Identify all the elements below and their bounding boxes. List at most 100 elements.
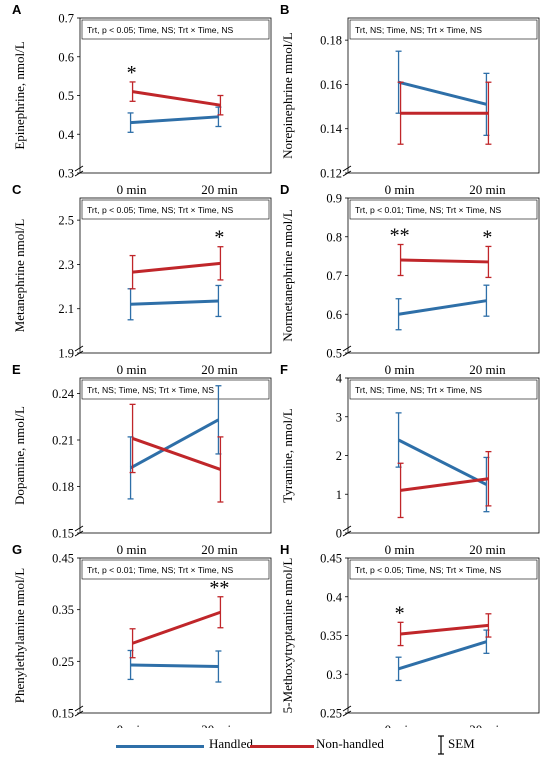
significance-mark-d-1: *: [482, 226, 492, 248]
axis-break-f: [342, 525, 352, 537]
stats-text-a: Trt, p < 0.05; Time, NS; Trt × Time, NS: [87, 25, 234, 35]
series-line-d-non-handled: [400, 258, 489, 264]
y-tick-label-f-3: 3: [336, 410, 342, 424]
stats-text-e: Trt, NS; Time, NS; Trt × Time, NS: [87, 385, 214, 395]
stats-text-g: Trt, p < 0.01; Time, NS; Trt × Time, NS: [87, 565, 234, 575]
plot-frame-d: [347, 197, 540, 354]
y-tick-label-e-1: 0.18: [52, 480, 74, 494]
plot-frame-a: [79, 17, 272, 174]
stats-box-e: [81, 379, 270, 400]
x-tick-label-b-0: 0 min: [385, 182, 415, 197]
y-tick-label-e-3: 0.24: [52, 387, 75, 401]
panel-f: F 0 1 2 3 4 0 min 20 min Tyramine, nmol/L Trt, NS…: [280, 362, 540, 557]
panel-letter-c: C: [12, 182, 22, 197]
x-tick-label-a-1: 20 min: [201, 182, 238, 197]
y-tick-label-a-0: 0.3: [58, 167, 74, 181]
y-tick-label-g-3: 0.45: [52, 552, 74, 566]
stats-text-h: Trt, p < 0.05; Time, NS; Trt × Time, NS: [355, 565, 502, 575]
y-tick-label-g-1: 0.25: [52, 655, 74, 669]
y-tick-label-h-4: 0.45: [320, 552, 342, 566]
x-tick-label-b-1: 20 min: [469, 182, 506, 197]
axis-break-g: [74, 705, 84, 717]
panel-letter-a: A: [12, 2, 22, 17]
series-line-a-non-handled: [132, 90, 221, 107]
y-tick-label-c-1: 2.1: [58, 302, 74, 316]
series-line-f-handled: [397, 438, 488, 486]
series-line-g-non-handled: [132, 610, 221, 645]
significance-mark-h-0: *: [395, 602, 405, 624]
y-tick-label-c-2: 2.3: [58, 258, 74, 272]
x-tick-label-h-0: 0 min: [385, 722, 415, 728]
y-tick-label-h-1: 0.3: [326, 668, 342, 682]
x-tick-label-f-0: 0 min: [385, 542, 415, 557]
series-line-b-handled: [398, 80, 487, 106]
plot-frame-g: [79, 557, 272, 714]
x-tick-label-d-0: 0 min: [385, 362, 415, 377]
stats-box-h: [349, 559, 538, 580]
x-tick-label-g-1: 20 min: [201, 722, 238, 728]
y-tick-label-f-2: 2: [336, 449, 342, 463]
y-axis-label-f: Tyramine, nmol/L: [280, 408, 295, 502]
series-line-c-non-handled: [132, 261, 221, 274]
y-axis-label-h: 5-Methoxytryptamine nmol/L: [280, 558, 295, 714]
legend-sem-label: SEM: [448, 736, 475, 751]
y-tick-label-f-1: 1: [336, 488, 342, 502]
plot-frame-f: [347, 377, 540, 534]
series-line-d-handled: [398, 299, 487, 316]
y-tick-label-g-2: 0.35: [52, 603, 74, 617]
stats-box-f: [349, 379, 538, 400]
panel-letter-b: B: [280, 2, 289, 17]
x-tick-label-d-1: 20 min: [469, 362, 506, 377]
y-tick-label-e-0: 0.15: [52, 527, 74, 541]
x-tick-label-g-0: 0 min: [117, 722, 147, 728]
panel-c: C 1.9 2.1 2.3 2.5 0 min 20 min Metanephrine nmo…: [12, 182, 272, 377]
y-tick-label-d-3: 0.8: [326, 230, 342, 244]
y-axis-label-d: Normetanephrine nmol/L: [280, 209, 295, 342]
y-axis-label-g: Phenylethylamine nmol/L: [12, 568, 27, 703]
panel-h: H 0.25 0.3 0.35 0.4 0.45 0 min 20 min 5-Methoxyt…: [280, 542, 540, 728]
y-tick-label-a-4: 0.7: [58, 12, 74, 26]
y-tick-label-b-1: 0.14: [320, 122, 343, 136]
panel-g: G 0.15 0.25 0.35 0.45 0 min 20 min Phenylethyla…: [12, 542, 272, 728]
y-tick-label-d-0: 0.5: [326, 347, 342, 361]
stats-box-a: [81, 19, 270, 40]
stats-text-d: Trt, p < 0.01; Time, NS; Trt × Time, NS: [355, 205, 502, 215]
y-tick-label-c-3: 2.5: [58, 214, 74, 228]
stats-text-b: Trt, NS; Time, NS; Trt × Time, NS: [355, 25, 482, 35]
stats-text-c: Trt, p < 0.05; Time, NS; Trt × Time, NS: [87, 205, 234, 215]
y-tick-label-a-3: 0.6: [58, 50, 74, 64]
y-axis-label-c: Metanephrine nmol/L: [12, 219, 27, 333]
figure-canvas: A0.30.40.50.60.70 min 20 minEpinephrine, …: [12, 2, 540, 728]
series-line-e-non-handled: [132, 437, 221, 471]
panel-e: E 0.15 0.18 0.21 0.24 0 min 20 min Dopamine, nm…: [12, 362, 272, 557]
y-tick-label-h-0: 0.25: [320, 707, 342, 721]
series-line-c-handled: [130, 299, 219, 306]
panel-letter-g: G: [12, 542, 22, 557]
plot-frame-h: [347, 557, 540, 714]
axis-break-a: [74, 165, 84, 177]
panel-a: A 0.3 0.4 0.5 0.6 0.7 0 min 20 min Epinephrine, …: [12, 2, 272, 197]
series-line-a-handled: [130, 115, 219, 125]
panel-d: D 0.5 0.6 0.7 0.8 0.9 0 min 20 min Normetanephri…: [280, 182, 540, 377]
y-tick-label-b-3: 0.18: [320, 34, 342, 48]
legend-handled-swatch: [116, 745, 204, 748]
plot-frame-c: [79, 197, 272, 354]
y-tick-label-a-2: 0.5: [58, 89, 74, 103]
y-tick-label-g-0: 0.15: [52, 707, 74, 721]
series-line-f-non-handled: [400, 477, 489, 492]
axis-break-e: [74, 525, 84, 537]
y-tick-label-h-3: 0.4: [326, 590, 342, 604]
axis-break-d: [342, 345, 352, 357]
panel-letter-h: H: [280, 542, 289, 557]
y-tick-label-a-1: 0.4: [58, 128, 74, 142]
stats-box-d: [349, 199, 538, 220]
series-line-e-handled: [129, 418, 220, 470]
y-tick-label-f-4: 4: [336, 372, 343, 386]
y-tick-label-d-4: 0.9: [326, 192, 342, 206]
y-tick-label-b-2: 0.16: [320, 78, 342, 92]
legend-sem-icon: [438, 735, 444, 755]
plot-frame-e: [79, 377, 272, 534]
y-axis-label-e: Dopamine, nmol/L: [12, 406, 27, 505]
x-tick-label-f-1: 20 min: [469, 542, 506, 557]
stats-box-b: [349, 19, 538, 40]
